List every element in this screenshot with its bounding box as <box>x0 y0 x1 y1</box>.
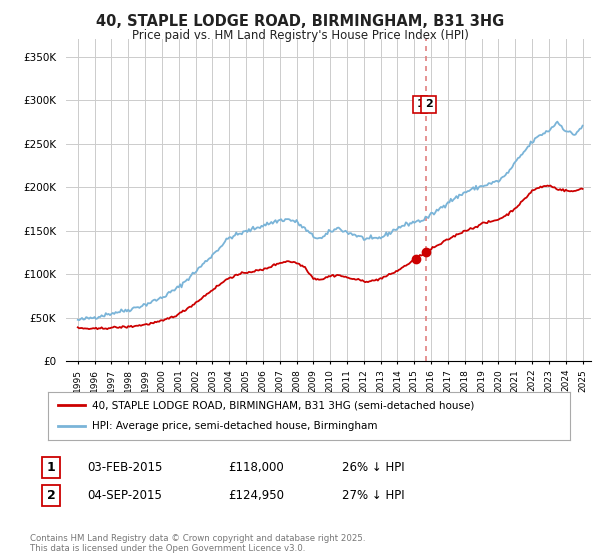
Text: HPI: Average price, semi-detached house, Birmingham: HPI: Average price, semi-detached house,… <box>92 421 378 431</box>
Text: 1: 1 <box>416 100 424 109</box>
Text: £124,950: £124,950 <box>228 489 284 502</box>
Text: 1: 1 <box>47 461 55 474</box>
Text: 27% ↓ HPI: 27% ↓ HPI <box>342 489 404 502</box>
Text: 40, STAPLE LODGE ROAD, BIRMINGHAM, B31 3HG: 40, STAPLE LODGE ROAD, BIRMINGHAM, B31 3… <box>96 14 504 29</box>
Text: Price paid vs. HM Land Registry's House Price Index (HPI): Price paid vs. HM Land Registry's House … <box>131 29 469 42</box>
Text: 2: 2 <box>47 489 55 502</box>
Text: 40, STAPLE LODGE ROAD, BIRMINGHAM, B31 3HG (semi-detached house): 40, STAPLE LODGE ROAD, BIRMINGHAM, B31 3… <box>92 400 475 410</box>
Text: £118,000: £118,000 <box>228 461 284 474</box>
Text: 2: 2 <box>425 100 433 109</box>
Text: 26% ↓ HPI: 26% ↓ HPI <box>342 461 404 474</box>
Text: 03-FEB-2015: 03-FEB-2015 <box>87 461 163 474</box>
Text: Contains HM Land Registry data © Crown copyright and database right 2025.
This d: Contains HM Land Registry data © Crown c… <box>30 534 365 553</box>
Text: 04-SEP-2015: 04-SEP-2015 <box>87 489 162 502</box>
